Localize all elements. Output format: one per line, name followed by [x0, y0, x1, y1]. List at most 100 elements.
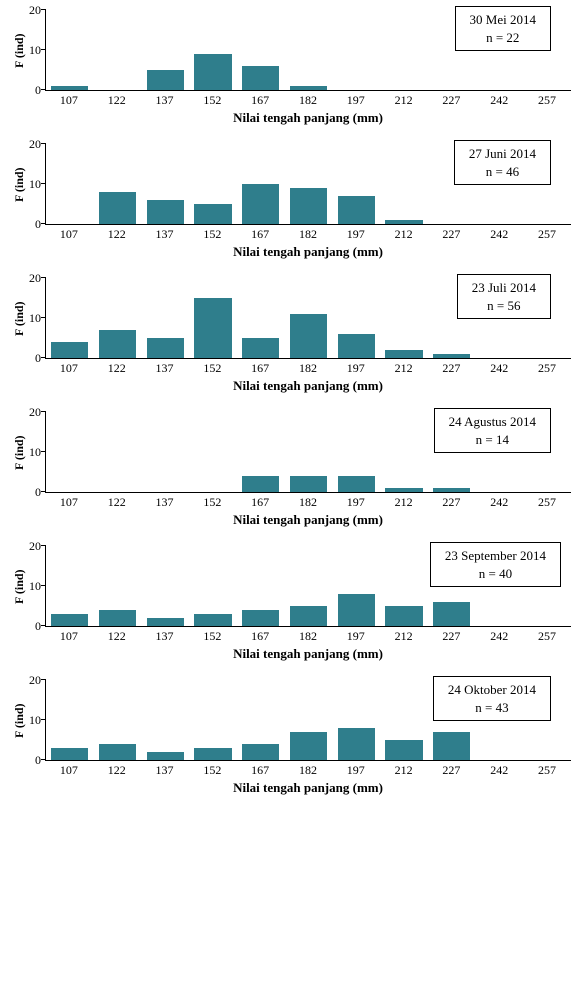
x-tick-label: 182 [284, 627, 332, 644]
y-axis-labels: 20100 [29, 546, 45, 626]
bar [99, 744, 136, 760]
bar [99, 192, 136, 224]
plot-container: F (ind)20100 [10, 144, 571, 225]
bar-slot [285, 680, 333, 760]
bar-slot [141, 680, 189, 760]
bar-slot [46, 546, 94, 626]
chart-block-4: 23 September 2014n = 40F (ind)2010010712… [10, 546, 571, 662]
bar-slot [428, 546, 476, 626]
bar-slot [285, 546, 333, 626]
plot-area [45, 412, 571, 493]
x-tick-label: 152 [188, 493, 236, 510]
y-tick-label: 0 [29, 351, 41, 365]
y-tick-label: 10 [29, 445, 41, 459]
bar-slot [428, 412, 476, 492]
y-axis-title: F (ind) [10, 546, 29, 627]
x-tick-label: 107 [45, 225, 93, 242]
bar-slot [428, 680, 476, 760]
bar [147, 752, 184, 760]
x-tick-label: 107 [45, 359, 93, 376]
bar-slot [237, 10, 285, 90]
bar [99, 610, 136, 626]
x-tick-label: 197 [332, 225, 380, 242]
bar [385, 488, 422, 492]
bar [242, 610, 279, 626]
chart-block-5: 24 Oktober 2014n = 43F (ind)201001071221… [10, 680, 571, 796]
x-tick-label: 182 [284, 359, 332, 376]
bar [338, 728, 375, 760]
bar [194, 614, 231, 626]
x-tick-label: 197 [332, 627, 380, 644]
plot-container: F (ind)20100 [10, 10, 571, 91]
x-tick-label: 257 [523, 493, 571, 510]
bar [385, 220, 422, 224]
bar [194, 54, 231, 90]
bar-slot [523, 680, 571, 760]
bars [46, 144, 571, 224]
bar-slot [523, 10, 571, 90]
x-tick-label: 122 [93, 359, 141, 376]
bar [194, 204, 231, 224]
x-axis-title: Nilai tengah panjang (mm) [45, 378, 571, 394]
x-axis-title: Nilai tengah panjang (mm) [45, 780, 571, 796]
y-tick-label: 0 [29, 619, 41, 633]
bar-slot [523, 412, 571, 492]
bar-slot [476, 278, 524, 358]
x-tick-label: 257 [523, 359, 571, 376]
bar-slot [380, 278, 428, 358]
bar-slot [94, 680, 142, 760]
bar-slot [523, 144, 571, 224]
bar-slot [46, 680, 94, 760]
y-tick-label: 20 [29, 405, 41, 419]
bar [433, 602, 470, 626]
y-axis-title: F (ind) [10, 412, 29, 493]
x-tick-label: 107 [45, 627, 93, 644]
y-tick-label: 10 [29, 311, 41, 325]
plot-container: F (ind)20100 [10, 680, 571, 761]
bar-slot [237, 144, 285, 224]
bar-slot [476, 546, 524, 626]
bar-slot [332, 144, 380, 224]
x-tick-label: 212 [380, 761, 428, 778]
bar-slot [94, 278, 142, 358]
y-tick-label: 20 [29, 271, 41, 285]
bar-slot [237, 278, 285, 358]
bars [46, 10, 571, 90]
y-tick-label: 10 [29, 43, 41, 57]
bar [338, 594, 375, 626]
plot-container: F (ind)20100 [10, 278, 571, 359]
bar [147, 338, 184, 358]
bar-slot [189, 412, 237, 492]
bar [194, 748, 231, 760]
x-tick-label: 182 [284, 761, 332, 778]
bar [99, 330, 136, 358]
x-tick-label: 122 [93, 91, 141, 108]
x-tick-label: 197 [332, 761, 380, 778]
bar-slot [94, 10, 142, 90]
bar [385, 606, 422, 626]
plot-container: F (ind)20100 [10, 546, 571, 627]
y-axis-title: F (ind) [10, 680, 29, 761]
x-labels: 107122137152167182197212227242257 [45, 359, 571, 376]
x-tick-label: 122 [93, 225, 141, 242]
chart-block-0: 30 Mei 2014n = 22F (ind)2010010712213715… [10, 10, 571, 126]
bar-slot [141, 10, 189, 90]
x-tick-label: 152 [188, 761, 236, 778]
x-tick-label: 197 [332, 359, 380, 376]
bars [46, 278, 571, 358]
x-tick-label: 212 [380, 359, 428, 376]
x-tick-label: 107 [45, 91, 93, 108]
bars [46, 546, 571, 626]
y-tick-label: 0 [29, 485, 41, 499]
bar-slot [476, 412, 524, 492]
bar-slot [523, 546, 571, 626]
bar-slot [141, 144, 189, 224]
x-labels: 107122137152167182197212227242257 [45, 225, 571, 242]
bar [338, 196, 375, 224]
bar [290, 606, 327, 626]
bar [290, 732, 327, 760]
x-labels: 107122137152167182197212227242257 [45, 91, 571, 108]
x-tick-label: 242 [475, 493, 523, 510]
bar-slot [237, 412, 285, 492]
y-tick-label: 0 [29, 83, 41, 97]
